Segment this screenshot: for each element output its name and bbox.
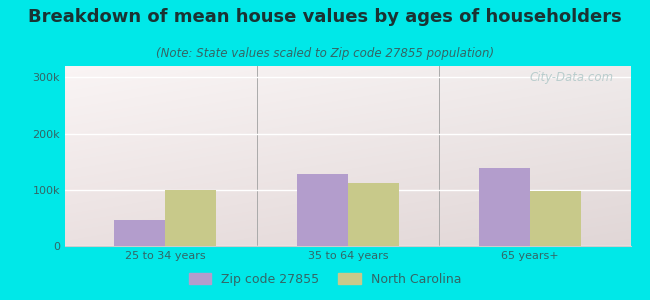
Text: Breakdown of mean house values by ages of householders: Breakdown of mean house values by ages o… [28,8,622,26]
Bar [114,220,165,246]
Bar [479,168,530,246]
Bar [530,191,581,246]
Text: City-Data.com: City-Data.com [529,71,614,84]
Bar [165,190,216,246]
Bar [348,183,399,246]
Bar [296,174,348,246]
Legend: Zip code 27855, North Carolina: Zip code 27855, North Carolina [184,268,466,291]
Text: (Note: State values scaled to Zip code 27855 population): (Note: State values scaled to Zip code 2… [156,46,494,59]
